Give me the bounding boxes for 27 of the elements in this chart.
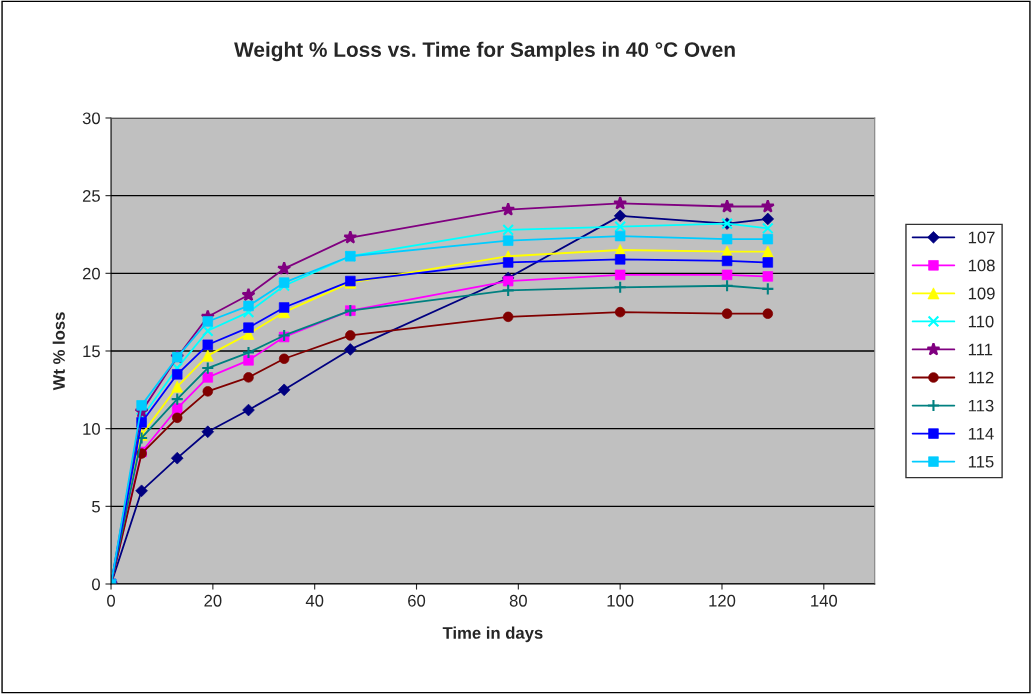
y-tick-label: 5	[92, 500, 100, 513]
y-tick-label: 15	[83, 345, 100, 358]
x-tick-label: 140	[811, 594, 838, 607]
y-tick-label: 0	[92, 578, 100, 591]
x-tick-label: 20	[204, 594, 222, 607]
legend-label: 111	[968, 343, 993, 356]
legend-label: 110	[968, 315, 994, 328]
x-tick-label: 60	[408, 594, 426, 607]
y-tick-label: 20	[82, 267, 100, 280]
x-tick-label: 0	[107, 594, 116, 607]
legend-label: 108	[968, 259, 995, 272]
legend-label: 115	[968, 455, 994, 468]
y-tick-label: 10	[83, 423, 100, 435]
legend-label: 113	[968, 399, 994, 412]
legend-label: 109	[968, 287, 995, 300]
x-tick-label: 100	[607, 594, 634, 607]
x-tick-label: 80	[509, 594, 527, 607]
legend-label: 112	[968, 371, 994, 384]
y-tick-label: 30	[82, 112, 100, 125]
legend-label: 114	[968, 427, 994, 440]
x-tick-label: 40	[305, 594, 324, 607]
legend-label: 107	[968, 231, 995, 244]
y-axis-title: Wt % loss	[52, 312, 65, 391]
y-tick-label: 25	[82, 190, 100, 202]
x-tick-label: 120	[709, 594, 736, 607]
x-axis-title: Time in days	[442, 626, 543, 643]
chart-title: Weight % Loss vs. Time for Samples in 40 °C Oven	[234, 41, 735, 62]
